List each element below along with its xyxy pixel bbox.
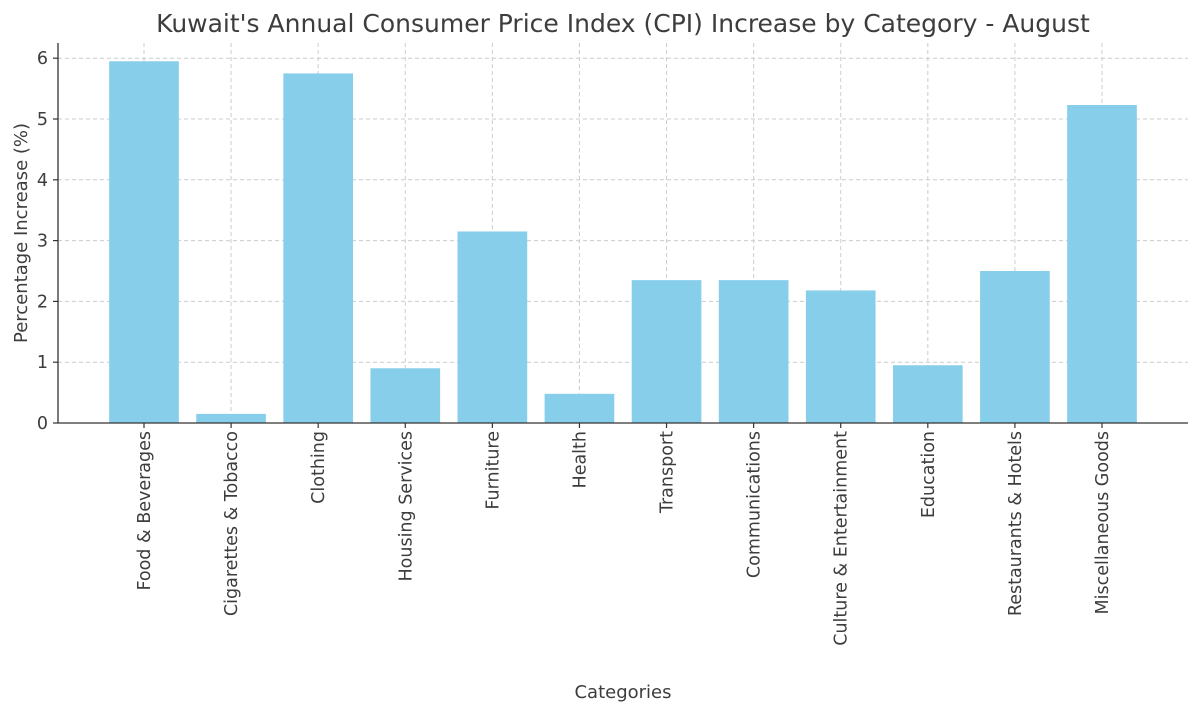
y-tick-label: 4 (37, 171, 48, 191)
x-tick-label: Miscellaneous Goods (1093, 431, 1113, 614)
y-tick-label: 5 (37, 110, 48, 130)
x-ticks: Food & Beverages Cigarettes & Tobacco Clot… (135, 423, 1113, 646)
bar-9 (892, 365, 963, 423)
x-tick-label: Communications (745, 431, 765, 578)
bar-0 (109, 61, 179, 424)
x-tick-label: Education (919, 431, 939, 518)
bar-3 (370, 368, 441, 423)
y-tick-label: 0 (37, 414, 48, 434)
y-ticks: 0 1 2 3 4 5 6 (37, 49, 58, 434)
x-tick-label: Food & Beverages (135, 431, 155, 591)
bar-6 (631, 280, 702, 423)
chart-title: Kuwait's Annual Consumer Price Index (CP… (156, 9, 1090, 38)
x-tick-label: Transport (658, 431, 678, 514)
x-tick-label: Cigarettes & Tobacco (222, 431, 242, 616)
axes (57, 43, 1188, 424)
y-axis-label: Percentage Increase (%) (11, 123, 32, 343)
y-tick-label: 2 (37, 292, 48, 312)
bar-5 (544, 393, 615, 423)
x-tick-label: Clothing (309, 431, 329, 504)
bar-10 (980, 271, 1050, 423)
bar-1 (196, 413, 266, 423)
bars (109, 61, 1137, 424)
y-tick-label: 3 (37, 232, 48, 252)
y-tick-label: 1 (37, 353, 48, 373)
bar-7 (718, 280, 789, 423)
x-axis-label: Categories (574, 682, 671, 703)
x-tick-label: Culture & Entertainment (832, 431, 852, 646)
x-tick-label: Health (570, 431, 590, 488)
bar-4 (457, 231, 528, 423)
bar-8 (805, 290, 876, 423)
y-tick-label: 6 (37, 49, 48, 69)
bar-11 (1067, 105, 1137, 424)
x-tick-label: Furniture (483, 431, 503, 510)
x-tick-label: Housing Services (396, 431, 416, 582)
bar-2 (283, 73, 354, 424)
x-tick-label: Restaurants & Hotels (1006, 431, 1026, 616)
